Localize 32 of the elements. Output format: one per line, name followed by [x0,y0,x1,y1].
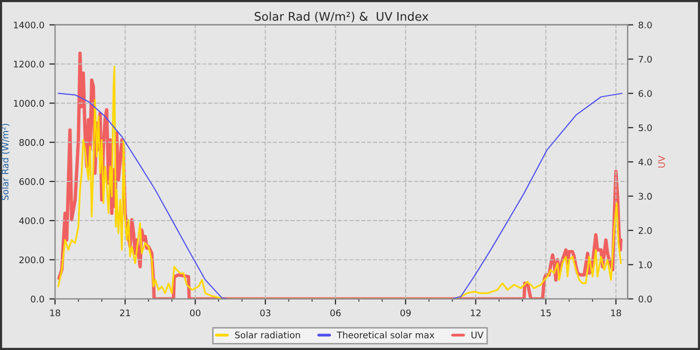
legend-label: UV [472,332,484,338]
y2-tick-label: 8.0 [638,22,652,28]
y2-tick-label: 6.0 [638,90,652,97]
x-tick-label: 18 [611,309,622,316]
y-tick-label: 1200.0 [14,60,44,68]
x-tick-label: 15 [541,310,551,316]
y2-axis-title: UV [658,156,665,168]
legend-label: Theoretical solar max [336,331,434,338]
y-tick-label: 1000.0 [14,100,44,107]
y-tick-label: 600.0 [19,178,44,186]
y-tick-label: 200.0 [19,256,44,264]
x-tick-label: 12 [470,309,481,316]
x-tick-label: 00 [190,309,200,316]
x-tick-label: 21 [120,309,130,316]
y-axis-title: Solar Rad (W/m²) [2,124,10,200]
y2-tick-label: 3.0 [638,192,652,200]
chart-title: Solar Rad (W/m²) & UV Index [254,12,428,22]
y2-tick-label: 2.0 [638,227,652,234]
legend-label: Solar radiation [235,331,300,338]
y-tick-label: 800.0 [19,139,44,146]
y-tick-label: 400.0 [19,217,44,224]
y2-tick-label: 0.0 [638,296,652,302]
y2-tick-label: 7.0 [638,56,652,63]
y2-tick-label: 5.0 [638,124,652,132]
y2-tick-label: 1.0 [639,261,652,268]
y-tick-label: 1400.0 [14,22,44,28]
y-tick-label: 0.0 [30,296,44,302]
x-tick-label: 09 [400,309,411,316]
y2-tick-label: 4.0 [638,158,652,166]
x-tick-label: 06 [330,309,341,316]
x-tick-label: 18 [50,309,60,316]
x-tick-label: 03 [260,309,270,316]
